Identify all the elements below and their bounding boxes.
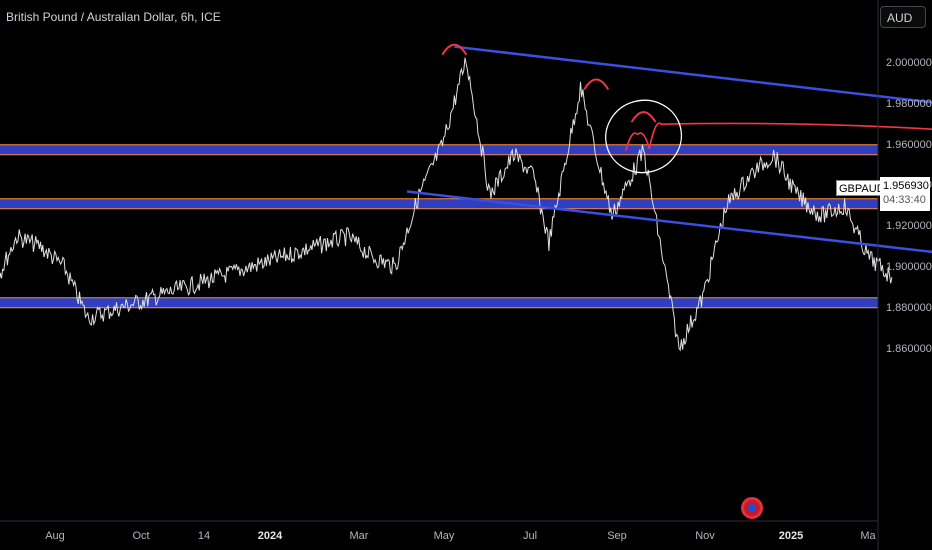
time-tick-label: May (433, 530, 455, 542)
highlight-ellipse (605, 99, 683, 174)
price-tick-label: 2.000000 (886, 57, 932, 69)
time-tick-label: 14 (197, 530, 211, 542)
time-tick-label: Ma (860, 530, 876, 542)
price-series (0, 57, 893, 352)
zone-band (0, 297, 878, 308)
last-price: 1.956930 (883, 180, 929, 192)
time-tick-label: Jul (522, 530, 538, 542)
price-tick-label: 1.900000 (886, 261, 932, 273)
time-tick-label: 2024 (257, 530, 283, 542)
last-price-tag: 1.956930 04:33:40 (880, 177, 930, 211)
zone-band (0, 144, 878, 155)
tradingview-logo-icon[interactable] (741, 497, 763, 519)
time-tick-label: Sep (607, 530, 627, 542)
chart-title: British Pound / Australian Dollar, 6h, I… (6, 10, 221, 24)
peak-markers (441, 43, 657, 123)
zone-band (0, 198, 878, 209)
trendlines (406, 45, 932, 254)
price-tick-label: 1.880000 (886, 301, 932, 314)
peak-arc (630, 111, 657, 123)
time-tick-label: 2025 (778, 530, 804, 542)
highlight-ellipse-group (605, 99, 683, 174)
time-tick-label: Nov (695, 530, 715, 542)
support-zones (0, 144, 878, 309)
time-tick-label: Mar (349, 530, 369, 542)
time-tick-label: Aug (45, 530, 65, 542)
currency-button[interactable]: AUD (880, 6, 926, 28)
price-tick-label: 1.980000 (886, 97, 932, 110)
price-tick-label: 1.960000 (886, 138, 932, 151)
peak-arc (583, 78, 610, 91)
trendline (406, 190, 932, 254)
price-tick-label: 1.920000 (886, 220, 932, 233)
bar-countdown: 04:33:40 (883, 194, 926, 206)
price-tick-label: 1.860000 (886, 342, 932, 355)
projection-line (625, 122, 932, 151)
time-tick-label: Oct (132, 530, 150, 542)
trendline (454, 45, 932, 104)
peak-arc (441, 43, 468, 56)
symbol-label: GBPAUD (836, 180, 888, 196)
price-line (0, 57, 893, 352)
projection-path (625, 122, 932, 151)
